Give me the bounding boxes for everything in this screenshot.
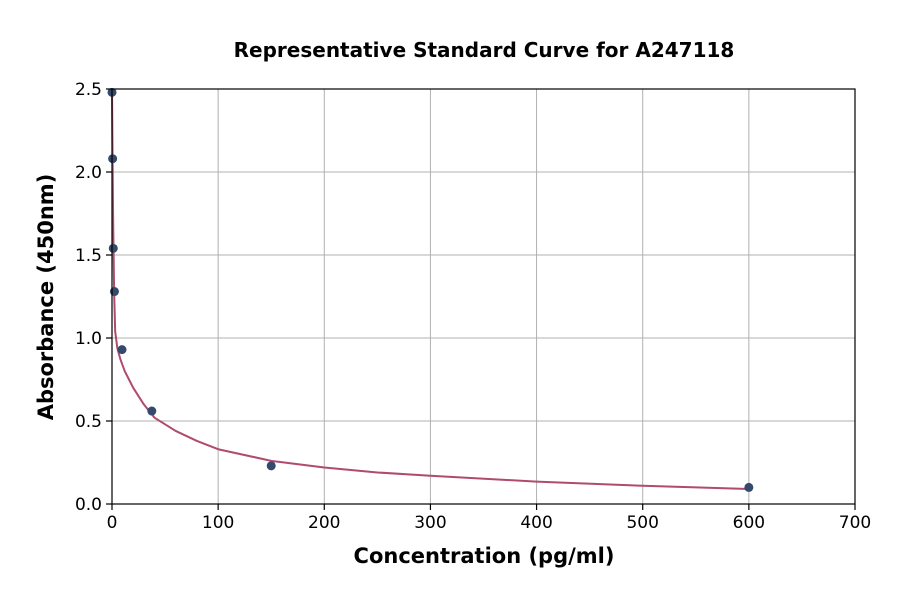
data-point bbox=[147, 406, 157, 416]
data-points-layer bbox=[107, 87, 754, 492]
plot-frame bbox=[111, 88, 856, 505]
fit-curve-layer bbox=[111, 88, 749, 491]
x-tick-label: 400 bbox=[520, 513, 552, 533]
y-tick-label: 1.0 bbox=[75, 329, 102, 349]
data-point bbox=[109, 287, 119, 297]
x-tick-label: 100 bbox=[202, 513, 234, 533]
y-tick-label: 1.5 bbox=[75, 246, 102, 266]
y-tick-label: 0.0 bbox=[75, 495, 102, 515]
data-point bbox=[117, 345, 127, 355]
y-axis-label: Absorbance (450nm) bbox=[34, 174, 58, 421]
x-axis-label: Concentration (pg/ml) bbox=[354, 544, 615, 568]
axis-ticks: 0 100 200 300 400 500 600 700 0.0 0.5 1.0 1.5 2.0 2.5 bbox=[75, 80, 871, 533]
x-tick-label: 0 bbox=[107, 513, 118, 533]
x-tick-label: 300 bbox=[414, 513, 446, 533]
x-tick-label: 700 bbox=[839, 513, 871, 533]
data-point bbox=[108, 243, 118, 253]
data-point bbox=[108, 154, 118, 164]
fit-curve-line bbox=[111, 88, 749, 491]
grid bbox=[111, 88, 856, 505]
y-tick-label: 2.5 bbox=[75, 80, 102, 100]
data-point bbox=[266, 461, 276, 471]
chart-title: Representative Standard Curve for A24711… bbox=[234, 38, 735, 62]
data-point bbox=[744, 482, 754, 492]
x-tick-label: 500 bbox=[626, 513, 658, 533]
x-tick-label: 200 bbox=[308, 513, 340, 533]
y-tick-label: 0.5 bbox=[75, 412, 102, 432]
x-tick-label: 600 bbox=[733, 513, 765, 533]
y-tick-label: 2.0 bbox=[75, 163, 102, 183]
